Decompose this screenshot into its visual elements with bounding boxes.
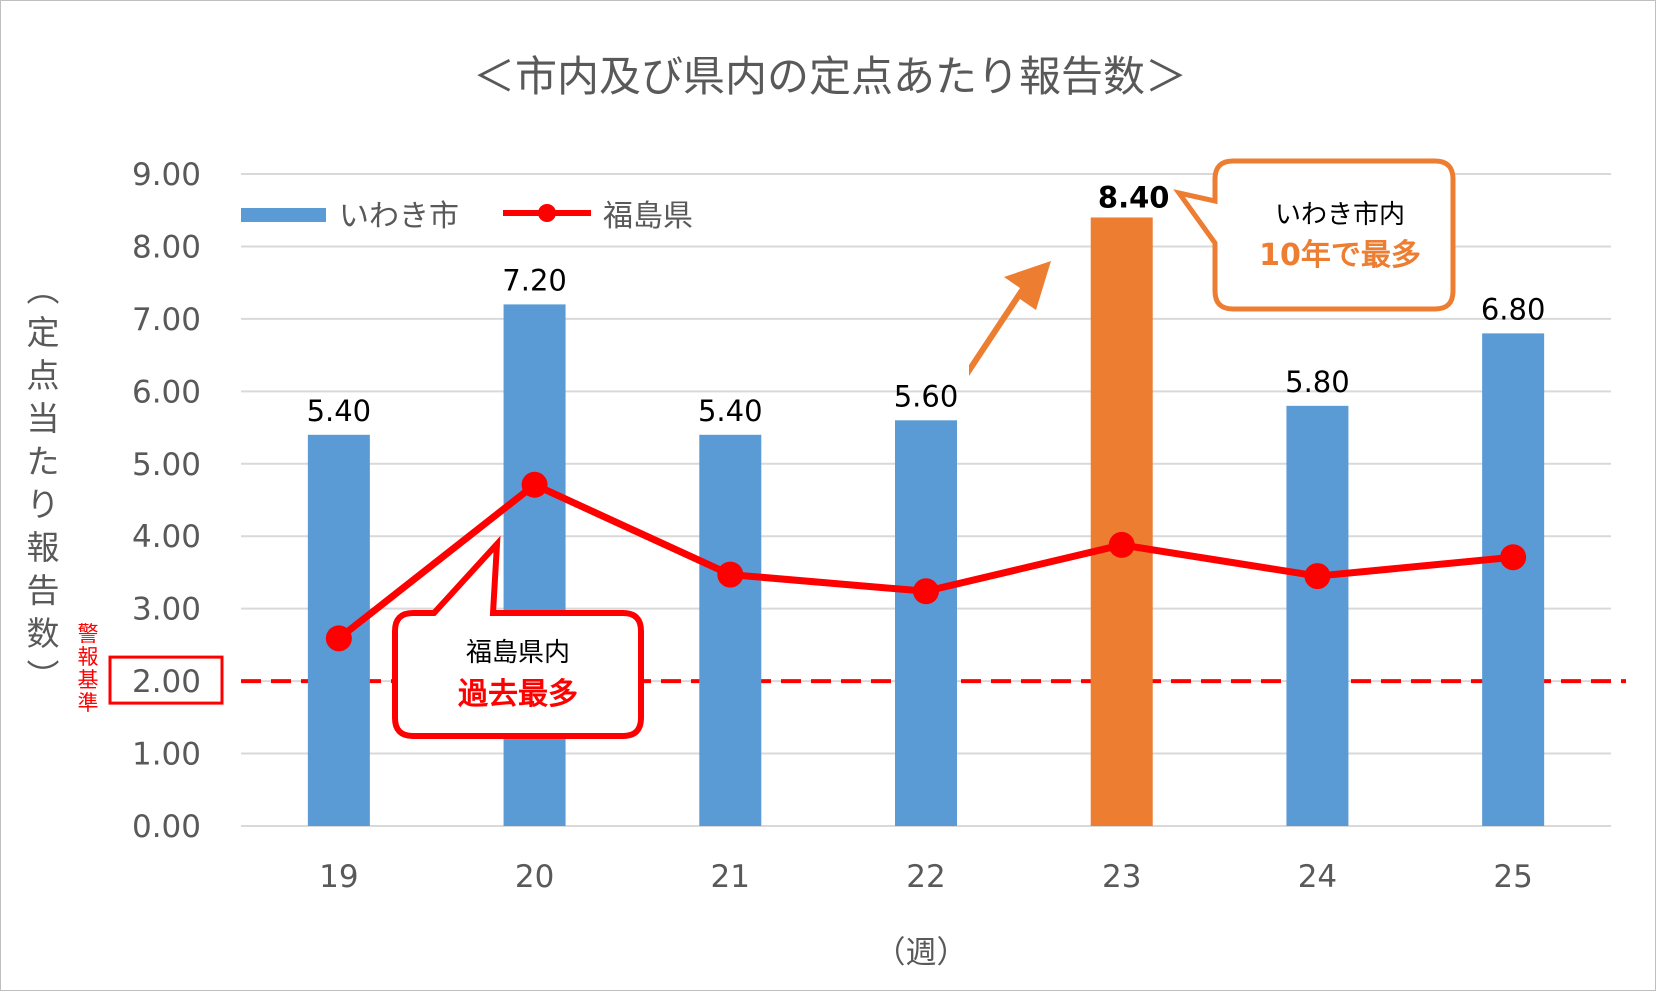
line-point <box>1304 563 1331 590</box>
y-tick-label: 2.00 <box>132 664 201 700</box>
y-tick-label: 1.00 <box>132 737 201 773</box>
bar <box>1286 405 1349 826</box>
line-point <box>913 578 939 605</box>
bar-data-label: 6.80 <box>1481 292 1546 326</box>
x-axis-label: （週） <box>875 935 968 971</box>
bar-data-label: 7.20 <box>502 263 567 297</box>
chart-title: ＜市内及び県内の定点あたり報告数＞ <box>473 52 1187 101</box>
warning-threshold-label: 警報基準 <box>78 622 99 715</box>
line-point <box>325 625 352 652</box>
callout-fukushima: 福島県内 過去最多 <box>392 535 644 739</box>
bar-data-label: 5.40 <box>307 394 372 428</box>
bar-series <box>307 217 1545 826</box>
bar-data-label: 5.60 <box>894 379 959 413</box>
y-tick-label: 9.00 <box>132 157 201 193</box>
bar <box>895 420 957 826</box>
y-tick-label: 5.00 <box>132 447 201 483</box>
x-tick-label: 24 <box>1298 859 1337 895</box>
legend-label-fukushima: 福島県 <box>603 199 693 234</box>
bar <box>699 434 762 826</box>
highlight-arrow <box>969 261 1051 376</box>
bar-data-label: 5.40 <box>698 394 763 428</box>
callout-iwaki: いわき市内 10年で最多 <box>1173 158 1456 312</box>
line-point <box>1108 531 1135 558</box>
y-tick-label: 0.00 <box>132 809 201 845</box>
y-axis-label: ︵定点当たり報告数︶ <box>27 270 60 696</box>
x-tick-labels: 19 20 21 22 23 24 25 <box>319 859 1533 895</box>
bar-data-labels: 5.40 7.20 5.40 5.60 8.40 5.80 6.80 <box>307 180 1546 427</box>
callout-fukushima-line1: 福島県内 <box>466 638 570 668</box>
bar <box>503 304 566 826</box>
x-tick-label: 21 <box>711 859 750 895</box>
y-tick-label: 4.00 <box>132 519 201 555</box>
callout-iwaki-line2: 10年で最多 <box>1259 238 1421 273</box>
x-tick-label: 20 <box>515 859 554 895</box>
y-tick-label: 8.00 <box>132 229 201 265</box>
legend-swatch-iwaki <box>241 208 326 222</box>
legend-label-iwaki: いわき市 <box>339 199 459 234</box>
legend: いわき市 福島県 <box>241 199 693 234</box>
bar-data-label: 8.40 <box>1098 180 1170 214</box>
line-point <box>1500 544 1527 571</box>
legend-marker-fukushima <box>538 204 556 222</box>
x-tick-label: 19 <box>319 859 358 895</box>
line-point <box>521 471 548 498</box>
callout-iwaki-line1: いわき市内 <box>1275 200 1405 230</box>
callout-fukushima-line2: 過去最多 <box>458 677 578 712</box>
bar <box>1090 217 1153 826</box>
y-tick-label: 3.00 <box>132 592 201 628</box>
line-point <box>717 561 744 588</box>
x-tick-label: 22 <box>906 859 945 895</box>
warning-threshold-box <box>108 655 224 705</box>
line-series <box>325 471 1527 652</box>
y-tick-label: 6.00 <box>132 374 201 410</box>
x-tick-label: 25 <box>1493 859 1532 895</box>
y-tick-label: 7.00 <box>132 302 201 338</box>
y-tick-labels: 0.00 1.00 2.00 3.00 4.00 5.00 6.00 7.00 8.00 9.00 <box>132 157 201 845</box>
x-tick-label: 23 <box>1102 859 1141 895</box>
bar-data-label: 5.80 <box>1285 365 1350 399</box>
bar <box>1482 333 1545 826</box>
